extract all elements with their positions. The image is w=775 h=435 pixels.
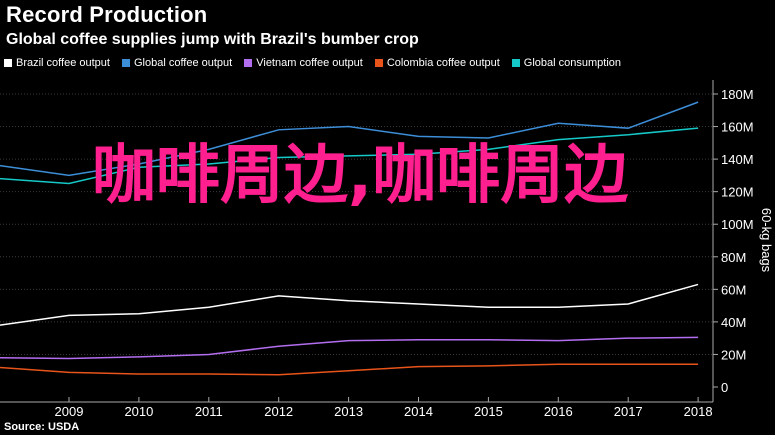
legend-item-brazil: Brazil coffee output xyxy=(4,57,110,69)
x-tick-label: 2010 xyxy=(124,404,153,419)
legend-label: Brazil coffee output xyxy=(16,57,110,69)
y-tick-label: 0 xyxy=(721,380,728,395)
legend-swatch xyxy=(374,59,383,67)
x-tick-label: 2018 xyxy=(684,404,713,419)
series-line xyxy=(0,283,699,326)
x-tick-label: 2017 xyxy=(614,404,643,419)
legend-item-vietnam: Vietnam coffee output xyxy=(244,57,363,69)
y-tick-label: 20M xyxy=(721,347,746,362)
legend-label: Vietnam coffee output xyxy=(256,57,363,69)
x-tick-label: 2013 xyxy=(334,404,363,419)
legend-swatch xyxy=(511,59,520,67)
y-tick-label: 140M xyxy=(721,152,754,167)
y-tick-label: 80M xyxy=(721,250,746,265)
x-tick-label: 2016 xyxy=(544,404,573,419)
x-tick-label: 2009 xyxy=(55,404,84,419)
x-tick-label: 2012 xyxy=(264,404,293,419)
chart-subtitle: Global coffee supplies jump with Brazil'… xyxy=(6,31,419,48)
series-line xyxy=(0,363,699,376)
y-axis-title: 60-kg bags xyxy=(759,208,774,273)
legend-label: Global consumption xyxy=(523,57,622,69)
legend-item-global-output: Global coffee output xyxy=(121,57,233,69)
x-tick-label: 2011 xyxy=(195,404,223,419)
legend-swatch xyxy=(121,59,130,67)
series-line xyxy=(0,127,699,185)
x-tick-label: 2015 xyxy=(474,404,503,419)
y-tick-label: 60M xyxy=(721,282,746,297)
legend-swatch xyxy=(244,59,253,67)
y-tick-label: 40M xyxy=(721,315,746,330)
legend-label: Global coffee output xyxy=(133,57,233,69)
y-tick-label: 180M xyxy=(721,87,754,102)
y-tick-label: 160M xyxy=(721,120,754,135)
x-tick-label: 2014 xyxy=(404,404,433,419)
legend-item-colombia: Colombia coffee output xyxy=(374,57,500,69)
source-note: Source: USDA xyxy=(4,421,80,433)
legend: Brazil coffee output Global coffee outpu… xyxy=(4,57,633,69)
legend-item-consumption: Global consumption xyxy=(511,57,622,69)
legend-label: Colombia coffee output xyxy=(386,57,500,69)
chart-title: Record Production xyxy=(6,2,208,27)
series-line xyxy=(0,336,699,360)
y-tick-label: 100M xyxy=(721,217,754,232)
series-line xyxy=(0,101,699,177)
legend-swatch xyxy=(4,59,12,67)
y-tick-label: 120M xyxy=(721,185,754,200)
